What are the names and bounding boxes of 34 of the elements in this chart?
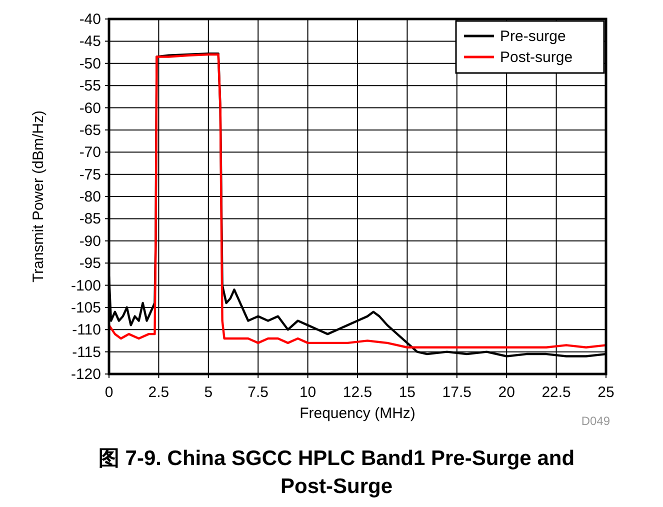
y-tick-label: -80: [79, 188, 101, 206]
x-tick-label: 5: [204, 384, 213, 401]
legend-label: Post-surge: [500, 49, 573, 66]
text: D049: [581, 414, 610, 428]
y-tick-label: -120: [70, 366, 101, 383]
x-tick-label: 2.5: [148, 384, 170, 401]
legend-label: Pre-surge: [500, 28, 566, 45]
y-tick-label: -90: [79, 232, 101, 250]
x-axis-title: Frequency (MHz): [300, 405, 416, 422]
y-tick-label: -100: [70, 277, 101, 294]
x-tick-label: 10: [299, 384, 316, 401]
y-tick-label: -110: [72, 322, 101, 339]
x-tick-label: 17.5: [442, 384, 472, 401]
y-tick-label: -95: [79, 255, 101, 272]
y-tick-label: -65: [79, 122, 101, 139]
x-tick-label: 7.5: [248, 384, 269, 401]
x-tick-label: 15: [398, 384, 416, 401]
y-axis-title: Transmit Power (dBm/Hz): [30, 110, 47, 282]
y-tick-label: -85: [79, 210, 101, 228]
x-tick-label: 25: [598, 384, 614, 401]
y-tick-label: -55: [79, 78, 101, 95]
y-tick-label: -115: [72, 344, 101, 361]
x-tick-label: 12.5: [342, 384, 372, 401]
y-tick-label: -40: [79, 11, 101, 28]
x-tick-label: 0: [104, 384, 114, 401]
x-tick-label: 20: [498, 384, 515, 401]
y-tick-label: -105: [70, 299, 101, 316]
y-tick-label: -50: [79, 55, 101, 72]
y-tick-label: -75: [79, 166, 101, 184]
y-tick-label: -45: [79, 33, 101, 50]
y-tick-label: -70: [79, 144, 101, 162]
text: 图 7-9. China SGCC HPLC Band1 Pre-Surge and Post-Surge: [98, 447, 575, 498]
x-tick-label: 22.5: [542, 384, 571, 401]
y-tick-label: -60: [79, 100, 101, 117]
